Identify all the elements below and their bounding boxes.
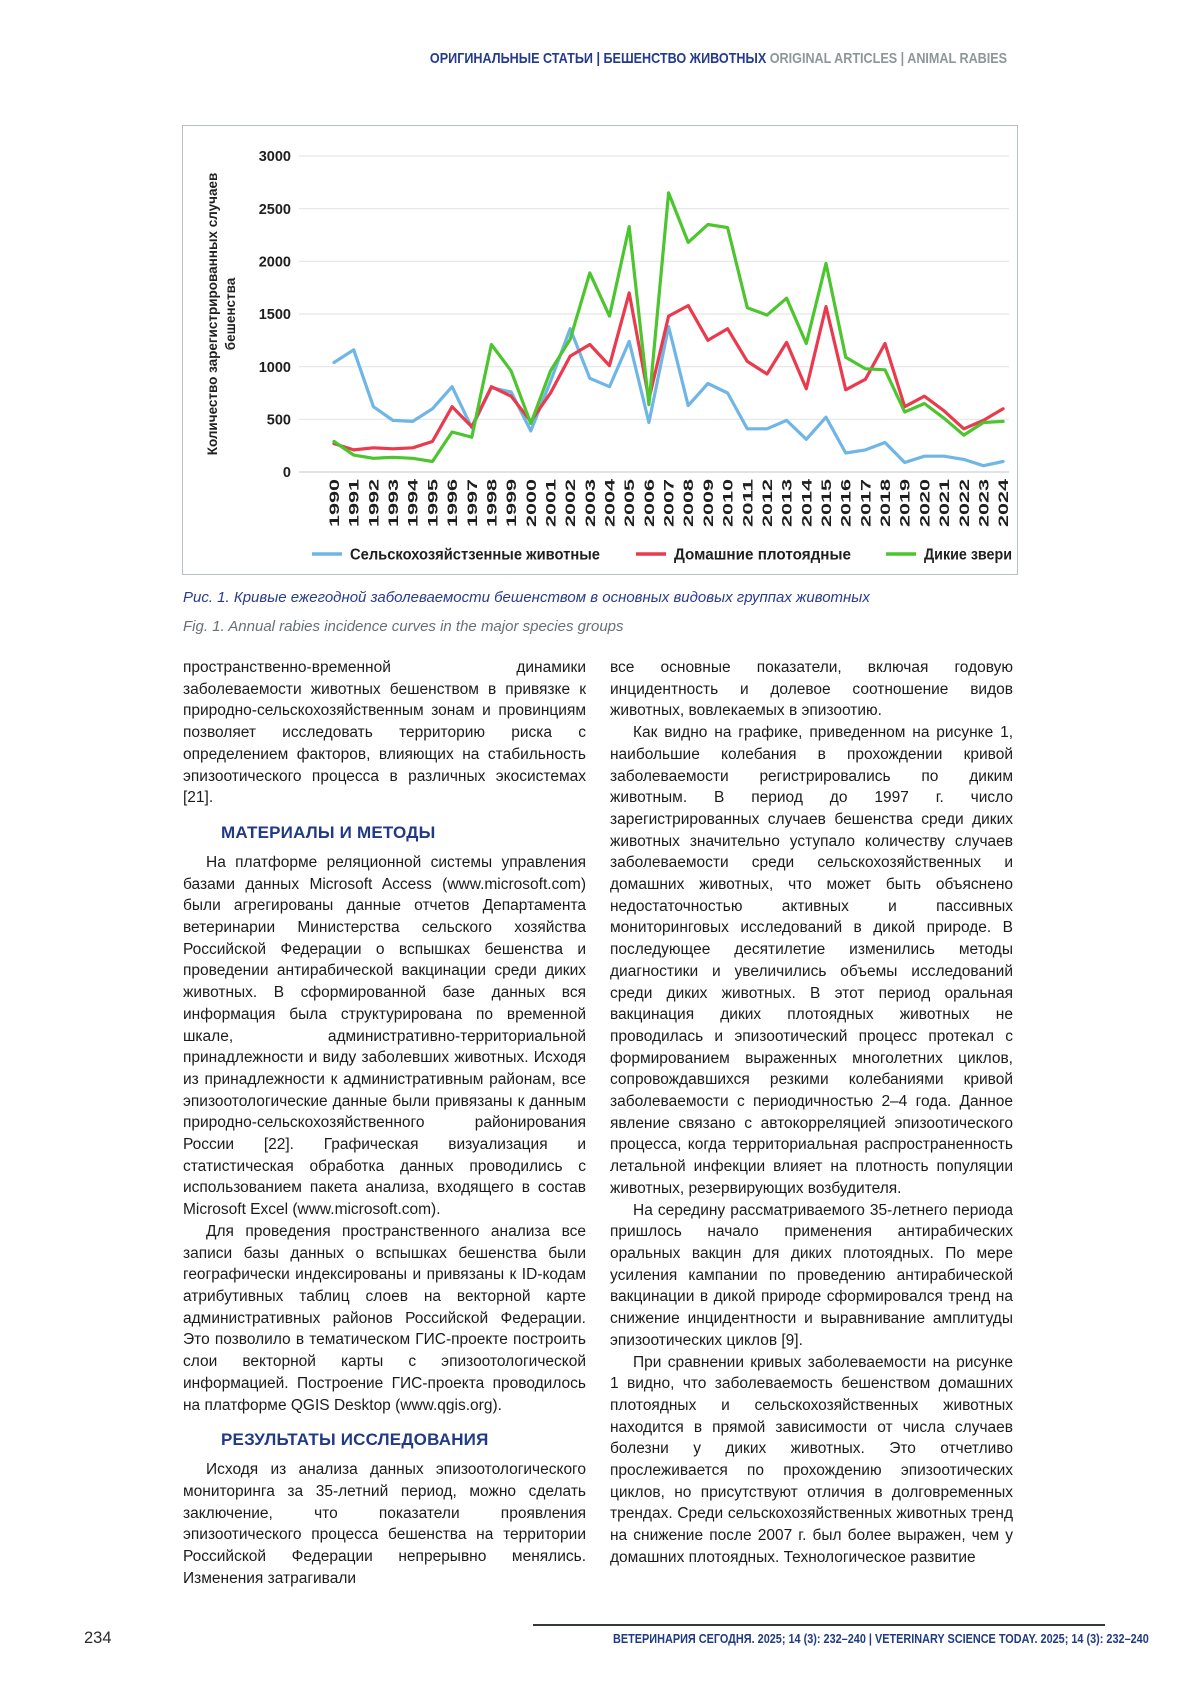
x-tick-label: 2014 <box>798 479 814 527</box>
legend-label: Сельскохозяйстзенные животные <box>350 547 600 564</box>
legend-label: Домашние плотоядные <box>674 547 851 564</box>
section-heading: РЕЗУЛЬТАТЫ ИССЛЕДОВАНИЯ <box>221 1430 489 1450</box>
y-tick-label: 0 <box>283 465 291 481</box>
page-number: 234 <box>84 1629 112 1647</box>
x-tick-label: 1990 <box>326 479 342 527</box>
y-tick-label: 1500 <box>259 307 291 323</box>
x-tick-label: 1993 <box>385 479 401 527</box>
footer-journal-text: ВЕТЕРИНАРИЯ СЕГОДНЯ. 2025; 14 (3): 232–2… <box>613 1632 1149 1646</box>
x-tick-label: 2017 <box>857 479 873 527</box>
x-tick-label: 2018 <box>877 479 893 527</box>
x-tick-label: 1998 <box>483 479 499 527</box>
x-tick-label: 2024 <box>995 479 1011 527</box>
series-line-0 <box>332 325 1005 468</box>
x-tick-label: 1992 <box>365 479 381 527</box>
running-head-en: ORIGINAL ARTICLES | ANIMAL RABIES <box>769 50 1007 67</box>
x-tick-label: 2019 <box>897 479 913 527</box>
x-tick-label: 2005 <box>621 479 637 527</box>
body-paragraph: Исходя из анализа данных эпизоотологичес… <box>183 1461 586 1587</box>
figure-caption-en: Fig. 1. Annual rabies incidence curves i… <box>183 618 624 635</box>
running-head-ru: ОРИГИНАЛЬНЫЕ СТАТЬИ | БЕШЕНСТВО ЖИВОТНЫХ <box>429 50 767 67</box>
x-tick-label: 2012 <box>759 479 775 527</box>
y-axis-title: Количество зарегистрированных случаев <box>205 173 220 456</box>
x-tick-label: 2001 <box>542 479 558 527</box>
x-tick-label: 2008 <box>680 479 696 527</box>
body-paragraph: Как видно на графике, приведенном на рис… <box>610 724 1013 1197</box>
body-paragraph: все основные показатели, включая годовую… <box>610 659 1013 720</box>
running-head: ОРИГИНАЛЬНЫЕ СТАТЬИ | БЕШЕНСТВО ЖИВОТНЫХ… <box>0 50 1007 68</box>
x-tick-label: 2021 <box>936 479 952 527</box>
legend-label: Дикие звери <box>924 547 1012 564</box>
x-tick-label: 2010 <box>720 479 736 527</box>
x-tick-label: 2023 <box>975 479 991 527</box>
figure-panel: 0 500 1000 1500 2000 2500 3000 Количество зарег… <box>182 125 1018 575</box>
body-paragraph: пространственно-временной динамики забол… <box>183 659 586 807</box>
y-tick-label: 1000 <box>259 360 291 376</box>
series-line-2 <box>332 191 1005 464</box>
figure-caption-ru: Рис. 1. Кривые ежегодной заболеваемости … <box>183 589 870 606</box>
article-column-left: пространственно-временной динамики забол… <box>183 657 586 1589</box>
figure-chart: 0 500 1000 1500 2000 2500 3000 Количество зарег… <box>205 149 1012 564</box>
y-tick-label: 2000 <box>259 255 291 271</box>
x-tick-label: 2006 <box>641 479 657 527</box>
y-tick-label: 2500 <box>259 202 291 218</box>
body-paragraph: При сравнении кривых заболеваемости на р… <box>610 1353 1013 1566</box>
x-tick-label: 1991 <box>346 479 362 527</box>
article-column-right: все основные показатели, включая годовую… <box>610 657 1013 1569</box>
series-line-1 <box>332 291 1005 452</box>
body-paragraph: Для проведения пространственного анализа… <box>183 1222 586 1414</box>
x-tick-label: 1999 <box>503 479 519 527</box>
x-tick-label: 1995 <box>424 479 440 527</box>
y-axis-title: бешенства <box>223 277 238 350</box>
x-tick-label: 1997 <box>464 479 480 527</box>
x-tick-label: 2004 <box>602 479 618 527</box>
x-tick-label: 2015 <box>818 479 834 527</box>
x-tick-label: 1996 <box>444 479 460 527</box>
y-tick-label: 3000 <box>259 149 291 165</box>
x-tick-label: 2007 <box>661 479 677 527</box>
y-tick-label: 500 <box>267 413 291 429</box>
footer-journal-line: ВЕТЕРИНАРИЯ СЕГОДНЯ. 2025; 14 (3): 232–2… <box>533 1624 1149 1646</box>
x-tick-label: 2022 <box>956 479 972 527</box>
body-paragraph: На платформе реляционной системы управле… <box>183 853 586 1219</box>
x-tick-label: 2016 <box>838 479 854 527</box>
section-heading: МАТЕРИАЛЫ И МЕТОДЫ <box>221 822 436 842</box>
body-paragraph: На середину рассматриваемого 35-летнего … <box>610 1201 1013 1349</box>
x-tick-label: 2013 <box>779 479 795 527</box>
x-tick-label: 2009 <box>700 479 716 527</box>
x-tick-label: 2011 <box>739 479 755 527</box>
x-tick-label: 2000 <box>523 479 539 527</box>
x-tick-label: 1994 <box>405 479 421 527</box>
x-tick-label: 2002 <box>562 479 578 527</box>
x-tick-label: 2003 <box>582 479 598 527</box>
x-tick-label: 2020 <box>916 479 932 527</box>
